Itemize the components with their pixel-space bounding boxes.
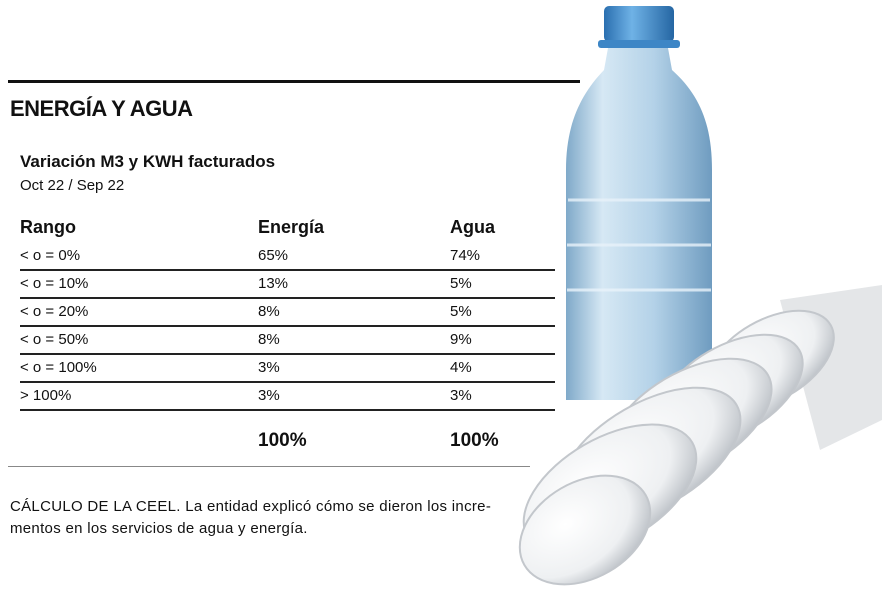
column-header: Energía [258,217,325,237]
row-rule [20,409,555,411]
table-cell: < o = 20% [20,303,89,320]
top-rule [8,80,580,83]
row-rule [20,297,555,299]
table-cell: 5% [450,303,472,320]
bottom-rule [8,466,530,467]
table-cell: < o = 100% [20,359,97,376]
row-rule [20,325,555,327]
caption-line: CÁLCULO DE LA CEEL. La entidad explicó c… [10,498,491,515]
subtitle: Variación M3 y KWH facturados [20,152,276,171]
table-cell: < o = 0% [20,247,81,264]
table-cell: 8% [258,331,280,348]
table-cell: 65% [258,247,289,264]
column-header: Rango [20,217,76,237]
table-cell: 5% [450,275,472,292]
title: ENERGÍA Y AGUA [10,96,193,121]
caption-text: La entidad explicó cómo se dieron los in… [185,498,492,515]
table-cell: 74% [450,247,481,264]
bottle [566,6,712,400]
table-cell: 13% [258,275,289,292]
table-cell: 3% [258,387,280,404]
total: 100% [450,430,499,451]
row-rule [20,381,555,383]
table-cell: 4% [450,359,472,376]
period: Oct 22 / Sep 22 [20,177,125,194]
table-cell: 8% [258,303,280,320]
column-header: Agua [450,217,495,237]
table-cell: 3% [450,387,472,404]
table-cell: > 100% [20,387,72,404]
table-cell: < o = 50% [20,331,89,348]
row-rule [20,353,555,355]
table-cell: 9% [450,331,472,348]
table-cell: < o = 10% [20,275,89,292]
table-cell: 3% [258,359,280,376]
caption-text: mentos en los servicios de agua y energí… [10,520,308,537]
row-rule [20,269,555,271]
total: 100% [258,430,307,451]
light-bulb [518,285,882,586]
caption-lead: CÁLCULO DE LA CEEL. [10,498,181,515]
